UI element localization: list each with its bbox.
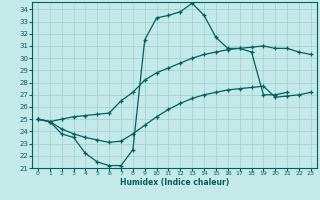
X-axis label: Humidex (Indice chaleur): Humidex (Indice chaleur) — [120, 178, 229, 187]
